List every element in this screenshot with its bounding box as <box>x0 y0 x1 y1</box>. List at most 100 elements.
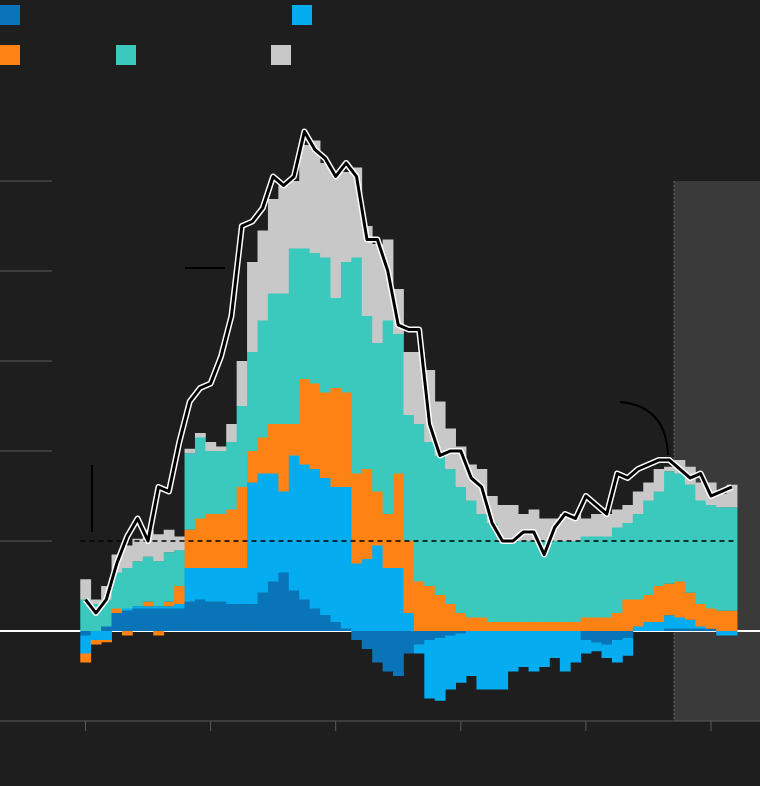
bar-segment <box>299 145 311 249</box>
bar-segment <box>705 608 717 629</box>
bar-segment <box>393 631 404 676</box>
bar-segment <box>507 631 519 672</box>
bar-segment <box>247 451 258 483</box>
bar-segment <box>121 608 133 611</box>
bar-segment <box>570 622 582 631</box>
bar-segment <box>372 491 384 546</box>
bar-segment <box>340 628 352 631</box>
bar-segment <box>705 628 717 631</box>
bar-segment <box>340 392 352 487</box>
bar-segment <box>361 469 373 559</box>
bar-segment <box>361 316 373 469</box>
bar-segment <box>382 320 394 514</box>
bar-segment <box>570 541 582 622</box>
bar-segment <box>413 644 425 654</box>
bar-segment <box>434 401 446 456</box>
bar-segment <box>466 631 477 676</box>
bar-segment <box>372 631 384 663</box>
bar-segment <box>288 424 300 456</box>
bar-segment <box>80 631 92 636</box>
bar-segment <box>90 640 102 645</box>
bar-segment <box>299 379 311 465</box>
annotations <box>91 267 669 532</box>
bar-segment <box>684 628 696 631</box>
bar-segment <box>466 500 477 618</box>
bar-segment <box>90 631 102 640</box>
bar-segment <box>163 552 175 602</box>
bar-segment <box>226 509 238 568</box>
bar-segment <box>288 248 300 424</box>
legend-swatch <box>292 5 312 25</box>
bar-segment <box>507 541 519 622</box>
bar-segment <box>705 505 717 609</box>
bar-segment <box>424 631 436 640</box>
bar-segment <box>299 464 311 600</box>
bar-segment <box>142 608 154 631</box>
bar-segment <box>184 448 196 454</box>
bar-segment <box>153 608 165 631</box>
bar-segment <box>403 613 415 631</box>
bar-segment <box>236 568 248 604</box>
bar-segment <box>90 599 102 604</box>
bar-segment <box>278 185 290 294</box>
bar-segment <box>455 633 467 683</box>
bar-segment <box>403 541 415 613</box>
bar-segment <box>330 388 342 487</box>
bar-segment <box>351 631 363 640</box>
bar-segment <box>622 523 634 600</box>
bar-segment <box>664 466 675 472</box>
bar-segment <box>393 568 404 631</box>
bar-segment <box>184 453 196 530</box>
bar-segment <box>372 545 384 631</box>
bar-segment <box>236 604 248 631</box>
bar-segment <box>90 604 102 631</box>
bar-segment <box>236 361 248 406</box>
bar-segment <box>695 500 707 604</box>
bar-segment <box>215 601 227 631</box>
bar-segment <box>549 541 561 622</box>
bar-segment <box>434 595 446 631</box>
bar-segment <box>163 606 175 609</box>
bar-segment <box>726 507 738 611</box>
bar-segment <box>570 631 582 663</box>
bar-segment <box>622 631 634 638</box>
bar-segment <box>101 626 112 631</box>
bar-segment <box>476 514 488 618</box>
bar-segment <box>466 464 477 501</box>
bar-segment <box>611 527 623 613</box>
legend-swatch <box>0 5 20 25</box>
bar-segment <box>257 230 269 321</box>
bar-segment <box>559 541 571 622</box>
bar-segment <box>121 631 133 636</box>
bar-segment <box>320 478 331 616</box>
bar-segment <box>361 226 373 316</box>
bar-segment <box>351 473 363 564</box>
bar-segment <box>580 631 592 640</box>
bar-segment <box>278 424 290 492</box>
bar-segment <box>413 581 425 631</box>
bar-segment <box>205 442 217 451</box>
bar-segment <box>320 257 331 393</box>
bar-segment <box>215 451 227 514</box>
bar-segment <box>288 590 300 631</box>
bar-segment <box>643 500 655 595</box>
bar-segment <box>674 628 686 631</box>
bar-segment <box>580 617 592 631</box>
bar-segment <box>247 352 258 451</box>
shaded-region <box>673 181 760 721</box>
bar-segment <box>309 469 321 609</box>
bar-segment <box>80 635 92 654</box>
bar-segment <box>507 622 519 631</box>
bar-segment <box>340 487 352 629</box>
bar-segment <box>455 487 467 613</box>
bar-segment <box>497 541 509 622</box>
bar-segment <box>257 473 269 593</box>
bar-segment <box>518 631 529 667</box>
bar-segment <box>361 631 373 649</box>
bar-segment <box>413 631 425 645</box>
bar-segment <box>142 601 154 607</box>
bar-segment <box>111 608 123 613</box>
bar-segment <box>591 631 602 643</box>
bar-segment <box>528 509 540 541</box>
bar-segment <box>320 163 331 258</box>
